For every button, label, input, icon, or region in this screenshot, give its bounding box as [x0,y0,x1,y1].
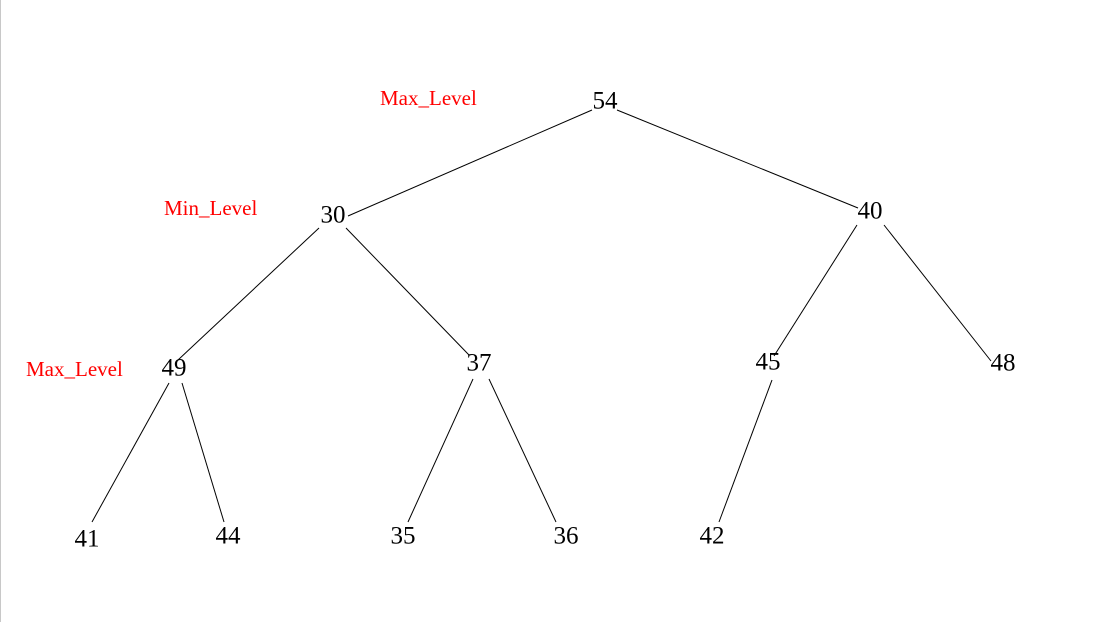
level-label-1: Min_Level [164,196,257,220]
edge-37-36 [488,378,557,523]
tree-node-40: 40 [858,198,883,225]
tree-node-41: 41 [75,526,100,553]
edge-49-41 [91,382,170,523]
tree-node-44: 44 [216,523,242,550]
edge-54-40 [616,109,859,209]
edge-49-44 [181,382,225,523]
level-label-0: Max_Level [380,86,477,110]
tree-node-49: 49 [162,355,187,382]
tree-nodes: 54 30 40 49 37 45 48 41 44 35 36 42 [75,88,1016,553]
tree-node-36: 36 [554,523,579,550]
level-label-2: Max_Level [26,357,123,381]
edge-54-30 [347,109,593,217]
level-labels: Max_Level Min_Level Max_Level [26,86,477,381]
left-border [0,0,1,622]
tree-node-30: 30 [321,202,346,229]
edge-30-49 [177,227,320,361]
edge-30-37 [345,227,470,356]
tree-node-48: 48 [991,350,1016,377]
tree-node-54: 54 [593,88,619,115]
edge-37-35 [407,378,474,523]
edge-40-45 [773,224,858,357]
edge-45-42 [718,379,773,523]
tree-node-37: 37 [467,350,492,377]
edge-40-48 [883,224,992,362]
tree-node-42: 42 [700,523,725,550]
tree-edges [91,109,992,523]
tree-node-35: 35 [391,523,416,550]
tree-node-45: 45 [756,349,781,376]
